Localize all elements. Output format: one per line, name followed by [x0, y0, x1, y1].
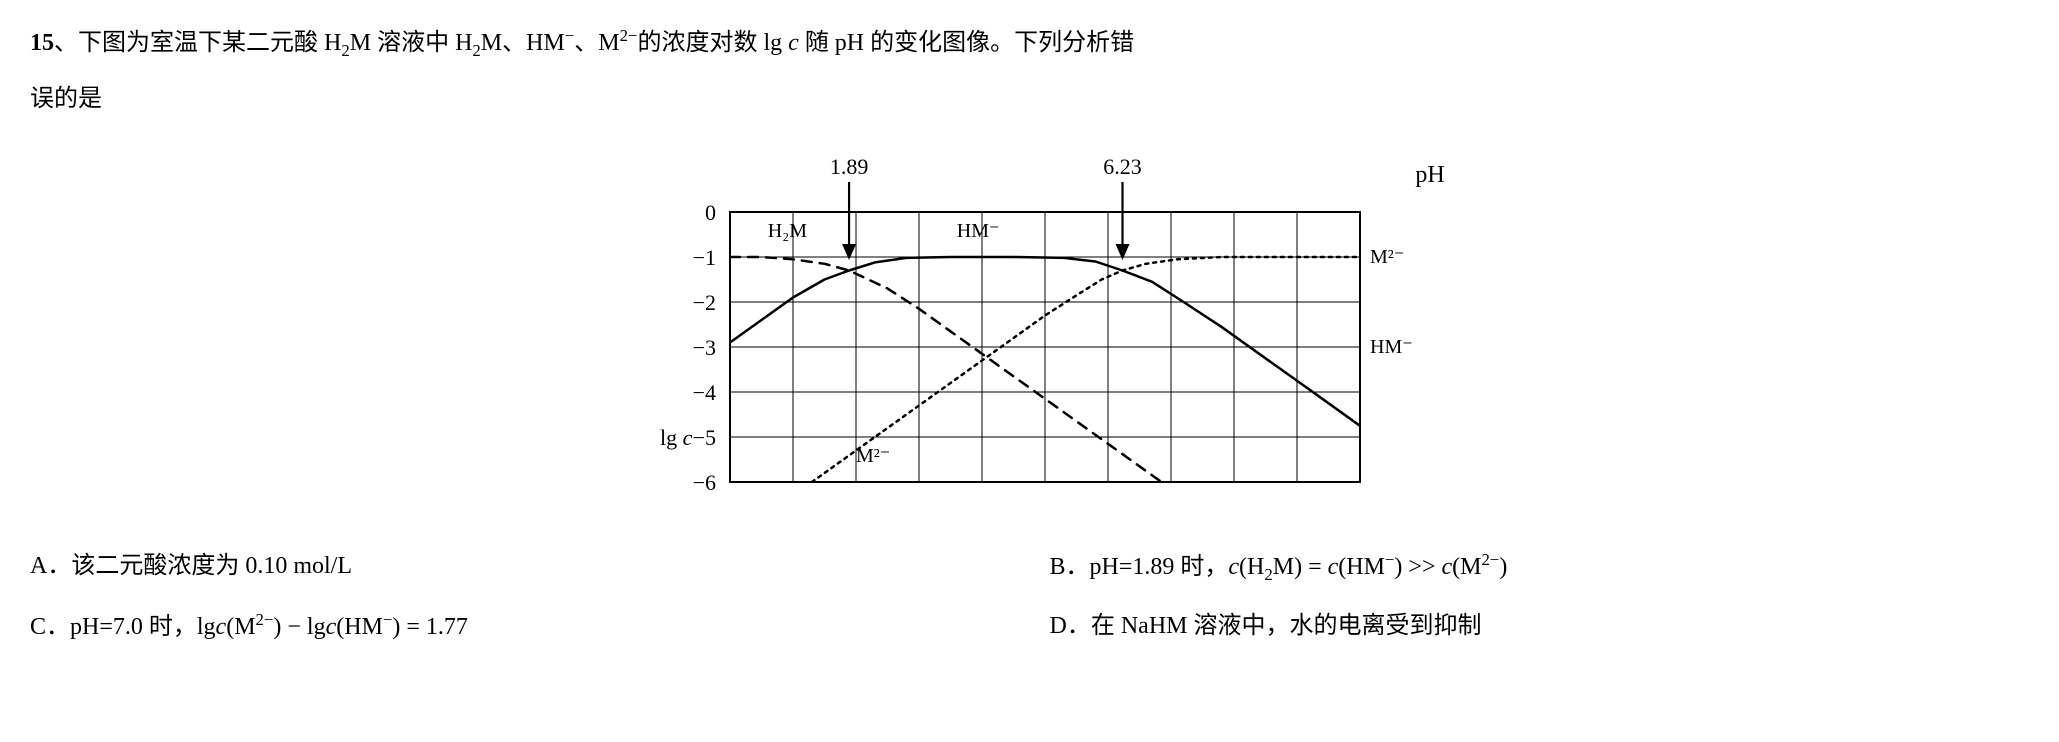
svg-text:−1: −1	[692, 245, 715, 270]
question-line2: 误的是	[30, 77, 2029, 123]
question-number: 15	[30, 30, 54, 56]
svg-text:HM⁻: HM⁻	[1370, 336, 1413, 358]
svg-text:−2: −2	[692, 290, 715, 315]
svg-text:1.89: 1.89	[829, 154, 868, 179]
svg-text:M²⁻: M²⁻	[1370, 246, 1404, 268]
svg-text:H₂M: H₂M	[767, 220, 806, 242]
option-c: C．pH=7.0 时，lgc(M2−) − lgc(HM−) = 1.77	[30, 607, 1010, 646]
option-b: B．pH=1.89 时，c(H2M) = c(HM−) >> c(M2−)	[1050, 547, 2030, 589]
svg-text:−4: −4	[692, 380, 715, 405]
svg-text:M²⁻: M²⁻	[856, 445, 890, 467]
svg-text:HM⁻: HM⁻	[956, 220, 999, 242]
concentration-chart: 0 −1 −2 −3 −4 −5 −6 1.89 6.23 pH lg c H₂M HM⁻ M²⁻ HM⁻ M…	[600, 142, 1460, 522]
svg-text:pH: pH	[1415, 162, 1444, 188]
question-text: 15、下图为室温下某二元酸 H2M 溶液中 H2M、HM−、M2−的浓度对数 l…	[30, 20, 2029, 67]
svg-text:6.23: 6.23	[1103, 154, 1142, 179]
svg-text:−3: −3	[692, 335, 715, 360]
svg-text:0: 0	[705, 200, 716, 225]
option-d: D．在 NaHM 溶液中，水的电离受到抑制	[1050, 607, 2030, 646]
chart-container: 0 −1 −2 −3 −4 −5 −6 1.89 6.23 pH lg c H₂M HM⁻ M²⁻ HM⁻ M…	[30, 142, 2029, 522]
svg-text:lg c: lg c	[660, 425, 693, 450]
svg-text:−6: −6	[692, 470, 715, 495]
svg-text:−5: −5	[692, 425, 715, 450]
option-a: A．该二元酸浓度为 0.10 mol/L	[30, 547, 1010, 589]
options-grid: A．该二元酸浓度为 0.10 mol/L B．pH=1.89 时，c(H2M) …	[30, 547, 2029, 646]
